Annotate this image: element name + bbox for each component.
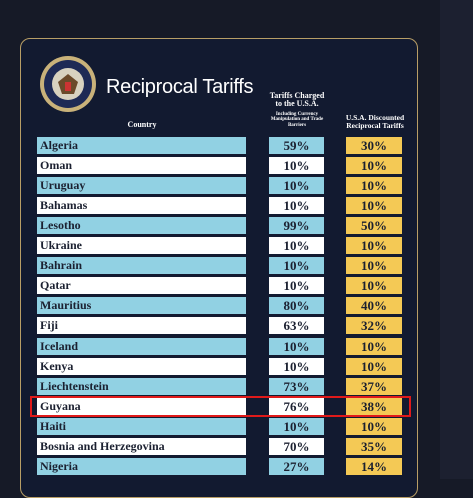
charged-cell: 10% bbox=[269, 157, 324, 175]
charged-cell: 10% bbox=[269, 197, 324, 215]
country-cell: Haiti bbox=[37, 417, 246, 435]
charged-cell: 10% bbox=[269, 277, 324, 295]
charged-cell: 10% bbox=[269, 237, 324, 255]
title: Reciprocal Tariffs bbox=[106, 76, 254, 98]
country-cell: Guyana bbox=[37, 397, 246, 415]
country-cell: Iceland bbox=[37, 337, 246, 355]
country-cell: Bosnia and Herzegovina bbox=[37, 437, 246, 455]
discounted-cell: 10% bbox=[346, 257, 402, 275]
charged-cell: 10% bbox=[269, 417, 324, 435]
discounted-cell: 10% bbox=[346, 177, 402, 195]
discounted-cell: 10% bbox=[346, 337, 402, 355]
charged-cell: 59% bbox=[269, 137, 324, 154]
discounted-cell: 37% bbox=[346, 377, 402, 395]
country-cell: Bahrain bbox=[37, 257, 246, 275]
col-header: Tariffs Charged to the U.S.A. bbox=[269, 91, 325, 109]
discounted-cell: 14% bbox=[346, 457, 402, 475]
discounted-cell: 10% bbox=[346, 157, 402, 175]
discounted-cell: 35% bbox=[346, 437, 402, 455]
highlight-box bbox=[30, 396, 411, 417]
charged-cell: 80% bbox=[269, 297, 324, 315]
discounted-cell: 10% bbox=[346, 417, 402, 435]
country-cell: Oman bbox=[37, 157, 246, 175]
charged-cell: 63% bbox=[269, 317, 324, 335]
charged-cell: 76% bbox=[269, 397, 324, 415]
seal bbox=[40, 56, 96, 112]
side-strip bbox=[440, 0, 473, 479]
col-header-note: Including Currency Manipulation and Trad… bbox=[270, 112, 324, 128]
charged-cell: 73% bbox=[269, 377, 324, 395]
country-cell: Uruguay bbox=[37, 177, 246, 195]
charged-cell: 10% bbox=[269, 337, 324, 355]
charged-cell: 10% bbox=[269, 357, 324, 375]
country-cell: Bahamas bbox=[37, 197, 246, 215]
charged-cell: 27% bbox=[269, 457, 324, 475]
country-cell: Kenya bbox=[37, 357, 246, 375]
country-cell: Ukraine bbox=[37, 237, 246, 255]
discounted-cell: 10% bbox=[346, 197, 402, 215]
page: Reciprocal Tariffs Country Tariffs Charg… bbox=[20, 0, 473, 498]
country-cell: Liechtenstein bbox=[37, 377, 246, 395]
discounted-cell: 40% bbox=[346, 297, 402, 315]
country-cell: Fiji bbox=[37, 317, 246, 335]
discounted-cell: 32% bbox=[346, 317, 402, 335]
col-header: U.S.A. Discounted Reciprocal Tariffs bbox=[345, 113, 405, 130]
charged-cell: 99% bbox=[269, 217, 324, 235]
country-cell: Nigeria bbox=[37, 457, 246, 475]
discounted-cell: 30% bbox=[346, 137, 402, 154]
country-cell: Lesotho bbox=[37, 217, 246, 235]
country-cell: Mauritius bbox=[37, 297, 246, 315]
discounted-cell: 38% bbox=[346, 397, 402, 415]
discounted-cell: 10% bbox=[346, 237, 402, 255]
discounted-cell: 10% bbox=[346, 277, 402, 295]
col-header: Country bbox=[127, 120, 157, 129]
discounted-cell: 50% bbox=[346, 217, 402, 235]
country-cell: Algeria bbox=[37, 137, 246, 154]
charged-cell: 70% bbox=[269, 437, 324, 455]
charged-cell: 10% bbox=[269, 177, 324, 195]
discounted-cell: 10% bbox=[346, 357, 402, 375]
country-cell: Qatar bbox=[37, 277, 246, 295]
charged-cell: 10% bbox=[269, 257, 324, 275]
